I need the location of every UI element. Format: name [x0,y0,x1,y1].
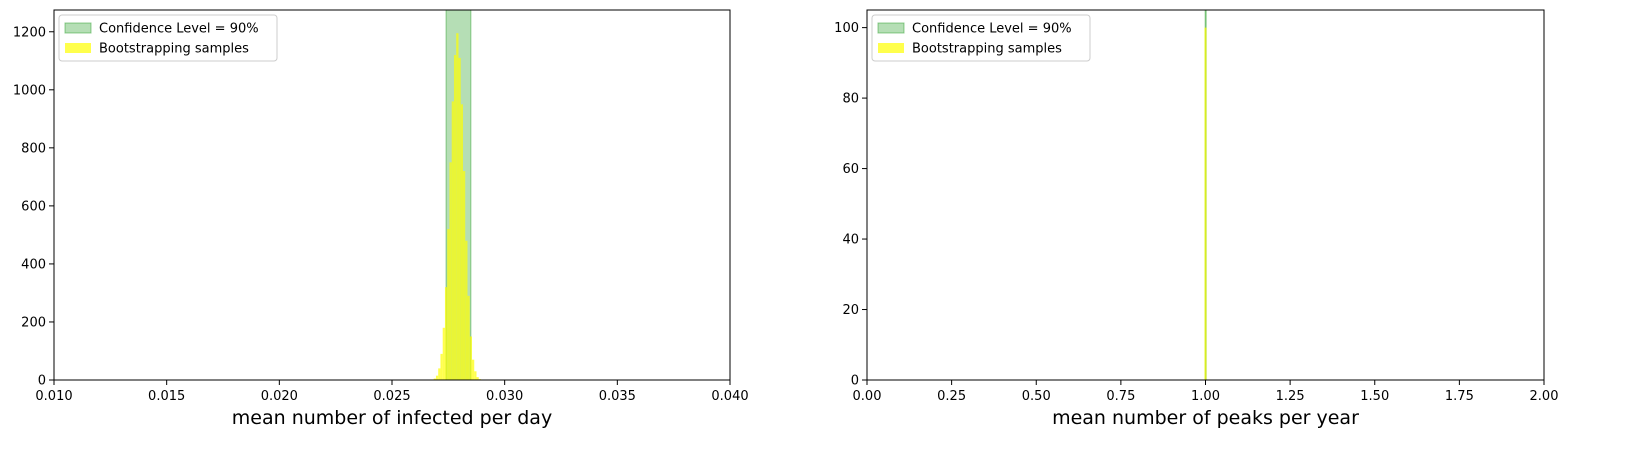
histogram-bar [469,336,472,380]
y-tick-label: 40 [842,233,859,248]
x-tick-label: 0.030 [486,389,523,404]
chart-peaks-per-year: 0.00 0.25 0.50 0.75 1.00 1.25 1.50 1.75 2.00 0 20… [834,9,1559,429]
y-tick-label: 100 [834,21,859,36]
plot-frame-infected [53,9,731,381]
legend-label: Confidence Level = 90% [912,22,1072,37]
x-tick-label: 1.50 [1360,389,1389,404]
x-tick-label: 0.25 [937,389,966,404]
y-tick-label: 60 [842,162,859,177]
histogram-bar [460,104,463,380]
y-axis-peaks: 0 20 40 60 80 100 [834,21,867,389]
x-axis-peaks: 0.00 0.25 0.50 0.75 1.00 1.25 1.50 1.75 2.00 [853,380,1559,404]
histogram-bar [458,57,461,380]
histogram-bar [444,287,448,380]
histogram-bar [474,371,477,380]
legend-swatch [65,43,91,53]
histogram-bar [438,368,441,380]
histogram-bar [433,378,436,380]
x-tick-label: 0.50 [1022,389,1051,404]
x-tick-label: 0.040 [711,389,748,404]
y-tick-label: 0 [38,374,46,389]
x-tick-label: 0.015 [148,389,185,404]
histogram-bar [435,375,439,380]
plot-area-infected [433,10,482,380]
histogram-bar [453,54,457,380]
x-tick-label: 0.75 [1106,389,1135,404]
histogram-bar [462,171,466,380]
x-axis-infected: 0.010 0.015 0.020 0.025 0.030 0.035 0.040 [35,380,749,404]
y-axis-infected: 0 200 400 600 800 1000 1200 [13,25,54,389]
histogram-bar [1204,27,1207,380]
chart-infected-per-day: 0.010 0.015 0.020 0.025 0.030 0.035 0.040 0 200… [13,9,749,429]
histogram-bar [447,229,450,380]
histogram-bar [467,295,470,380]
y-tick-label: 200 [21,315,46,330]
legend-box [58,14,278,62]
x-tick-label: 0.010 [35,389,72,404]
y-tick-label: 20 [842,303,859,318]
histogram-bar [442,327,445,380]
x-tick-label: 1.00 [1191,389,1220,404]
x-tick-label: 0.00 [853,389,882,404]
x-tick-label: 2.00 [1530,389,1559,404]
histogram-bar [456,33,459,380]
legend-swatch [878,43,904,53]
y-tick-label: 600 [21,199,46,214]
x-tick-label: 1.75 [1445,389,1474,404]
legend-peaks: Confidence Level = 90% Bootstrapping samp… [871,14,1091,62]
legend-label: Bootstrapping samples [912,42,1062,57]
x-tick-label: 0.020 [261,389,298,404]
x-tick-label: 0.035 [599,389,636,404]
histogram-bar [465,240,468,380]
plot-area-peaks [1204,10,1207,380]
x-tick-label: 0.025 [373,389,410,404]
histogram-bar [440,353,443,380]
legend-label: Confidence Level = 90% [99,22,259,37]
histogram-bar [451,101,454,380]
y-tick-label: 0 [851,374,859,389]
y-tick-label: 400 [21,257,46,272]
legend-label: Bootstrapping samples [99,42,249,57]
x-axis-label-peaks: mean number of peaks per year [1052,407,1359,429]
y-tick-label: 800 [21,141,46,156]
legend-box [871,14,1091,62]
legend-swatch [877,22,905,34]
x-tick-label: 1.25 [1276,389,1305,404]
y-tick-label: 80 [842,92,859,107]
legend-swatch [64,22,92,34]
histogram-bar [449,162,452,380]
y-tick-label: 1200 [13,25,46,40]
histogram-bar [476,377,479,380]
y-tick-label: 1000 [13,83,46,98]
legend-infected: Confidence Level = 90% Bootstrapping samp… [58,14,278,62]
histogram-bar [471,359,475,380]
x-axis-label-infected: mean number of infected per day [232,407,552,429]
